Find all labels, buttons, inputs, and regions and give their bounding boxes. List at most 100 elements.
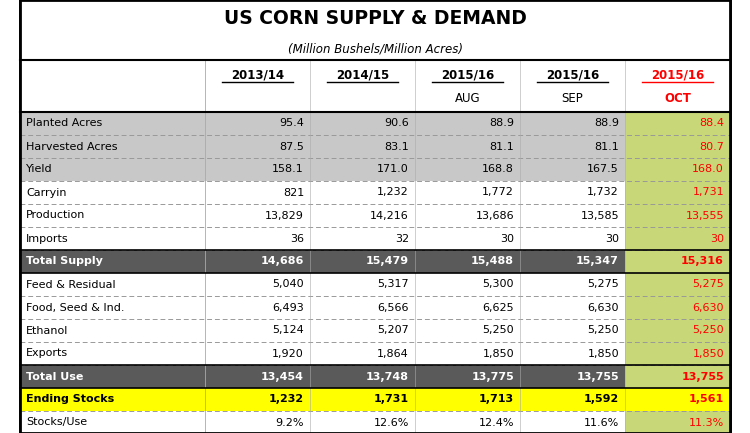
Text: Total Use: Total Use (26, 372, 83, 381)
Text: 5,124: 5,124 (272, 326, 304, 336)
Bar (310, 135, 415, 158)
Bar (20, 250, 205, 273)
Bar (205, 204, 310, 227)
Bar (310, 181, 415, 204)
Bar (625, 112, 730, 135)
Text: 5,250: 5,250 (482, 326, 514, 336)
Bar (415, 365, 520, 388)
Text: 6,493: 6,493 (272, 303, 304, 313)
Bar (205, 112, 310, 135)
Text: 81.1: 81.1 (594, 142, 619, 152)
Bar (20, 135, 205, 158)
Text: 12.6%: 12.6% (374, 417, 409, 427)
Text: 13,755: 13,755 (681, 372, 724, 381)
Text: 5,275: 5,275 (692, 279, 724, 290)
Text: 30: 30 (710, 233, 724, 243)
Text: 9.2%: 9.2% (275, 417, 304, 427)
Bar (20, 112, 205, 135)
Bar (205, 365, 310, 388)
Text: 83.1: 83.1 (384, 142, 409, 152)
Text: 1,850: 1,850 (482, 349, 514, 359)
Bar (415, 135, 520, 158)
Text: 13,454: 13,454 (261, 372, 304, 381)
Bar (415, 227, 520, 250)
Bar (520, 227, 625, 250)
Text: (Million Bushels/Million Acres): (Million Bushels/Million Acres) (287, 42, 463, 55)
Bar (520, 319, 625, 342)
Text: 13,829: 13,829 (266, 210, 304, 220)
Text: 158.1: 158.1 (272, 165, 304, 174)
Bar (625, 411, 730, 433)
Bar (20, 60, 730, 112)
Text: 15,479: 15,479 (366, 256, 409, 266)
Bar (415, 273, 520, 296)
Text: 15,316: 15,316 (681, 256, 724, 266)
Text: 88.9: 88.9 (594, 119, 619, 129)
Bar (520, 158, 625, 181)
Bar (310, 273, 415, 296)
Text: 30: 30 (500, 233, 514, 243)
Text: 88.9: 88.9 (489, 119, 514, 129)
Text: 95.4: 95.4 (279, 119, 304, 129)
Text: 1,920: 1,920 (272, 349, 304, 359)
Bar (20, 319, 205, 342)
Bar (310, 365, 415, 388)
Bar (20, 227, 205, 250)
Text: 1,592: 1,592 (584, 394, 619, 404)
Text: Total Supply: Total Supply (26, 256, 103, 266)
Bar (415, 250, 520, 273)
Text: 1,731: 1,731 (374, 394, 409, 404)
Bar (205, 135, 310, 158)
Text: Food, Seed & Ind.: Food, Seed & Ind. (26, 303, 124, 313)
Text: Yield: Yield (26, 165, 53, 174)
Text: Ending Stocks: Ending Stocks (26, 394, 114, 404)
Bar (205, 273, 310, 296)
Text: 15,488: 15,488 (471, 256, 514, 266)
Bar (310, 388, 415, 411)
Text: 2015/16: 2015/16 (546, 68, 599, 81)
Bar (205, 342, 310, 365)
Text: 1,561: 1,561 (688, 394, 724, 404)
Bar (520, 342, 625, 365)
Bar (20, 0, 730, 38)
Text: Planted Acres: Planted Acres (26, 119, 102, 129)
Bar (20, 388, 205, 411)
Text: Harvested Acres: Harvested Acres (26, 142, 118, 152)
Bar (310, 204, 415, 227)
Text: 2015/16: 2015/16 (651, 68, 704, 81)
Text: 13,775: 13,775 (471, 372, 514, 381)
Bar (205, 411, 310, 433)
Text: 6,630: 6,630 (692, 303, 724, 313)
Bar (20, 204, 205, 227)
Bar (520, 204, 625, 227)
Bar (520, 411, 625, 433)
Text: 1,850: 1,850 (692, 349, 724, 359)
Bar (310, 319, 415, 342)
Text: 87.5: 87.5 (279, 142, 304, 152)
Text: 6,630: 6,630 (587, 303, 619, 313)
Text: 13,585: 13,585 (580, 210, 619, 220)
Bar (520, 181, 625, 204)
Text: 32: 32 (394, 233, 409, 243)
Text: 36: 36 (290, 233, 304, 243)
Text: OCT: OCT (664, 93, 691, 106)
Bar (520, 365, 625, 388)
Bar (625, 250, 730, 273)
Bar (415, 204, 520, 227)
Bar (415, 181, 520, 204)
Text: 1,732: 1,732 (587, 187, 619, 197)
Bar (205, 296, 310, 319)
Text: 2013/14: 2013/14 (231, 68, 284, 81)
Text: 2015/16: 2015/16 (441, 68, 494, 81)
Text: 30: 30 (605, 233, 619, 243)
Bar (625, 273, 730, 296)
Text: 1,772: 1,772 (482, 187, 514, 197)
Bar (625, 365, 730, 388)
Bar (415, 388, 520, 411)
Bar (415, 342, 520, 365)
Bar (520, 135, 625, 158)
Bar (20, 158, 205, 181)
Bar (20, 296, 205, 319)
Text: 15,347: 15,347 (576, 256, 619, 266)
Bar (625, 135, 730, 158)
